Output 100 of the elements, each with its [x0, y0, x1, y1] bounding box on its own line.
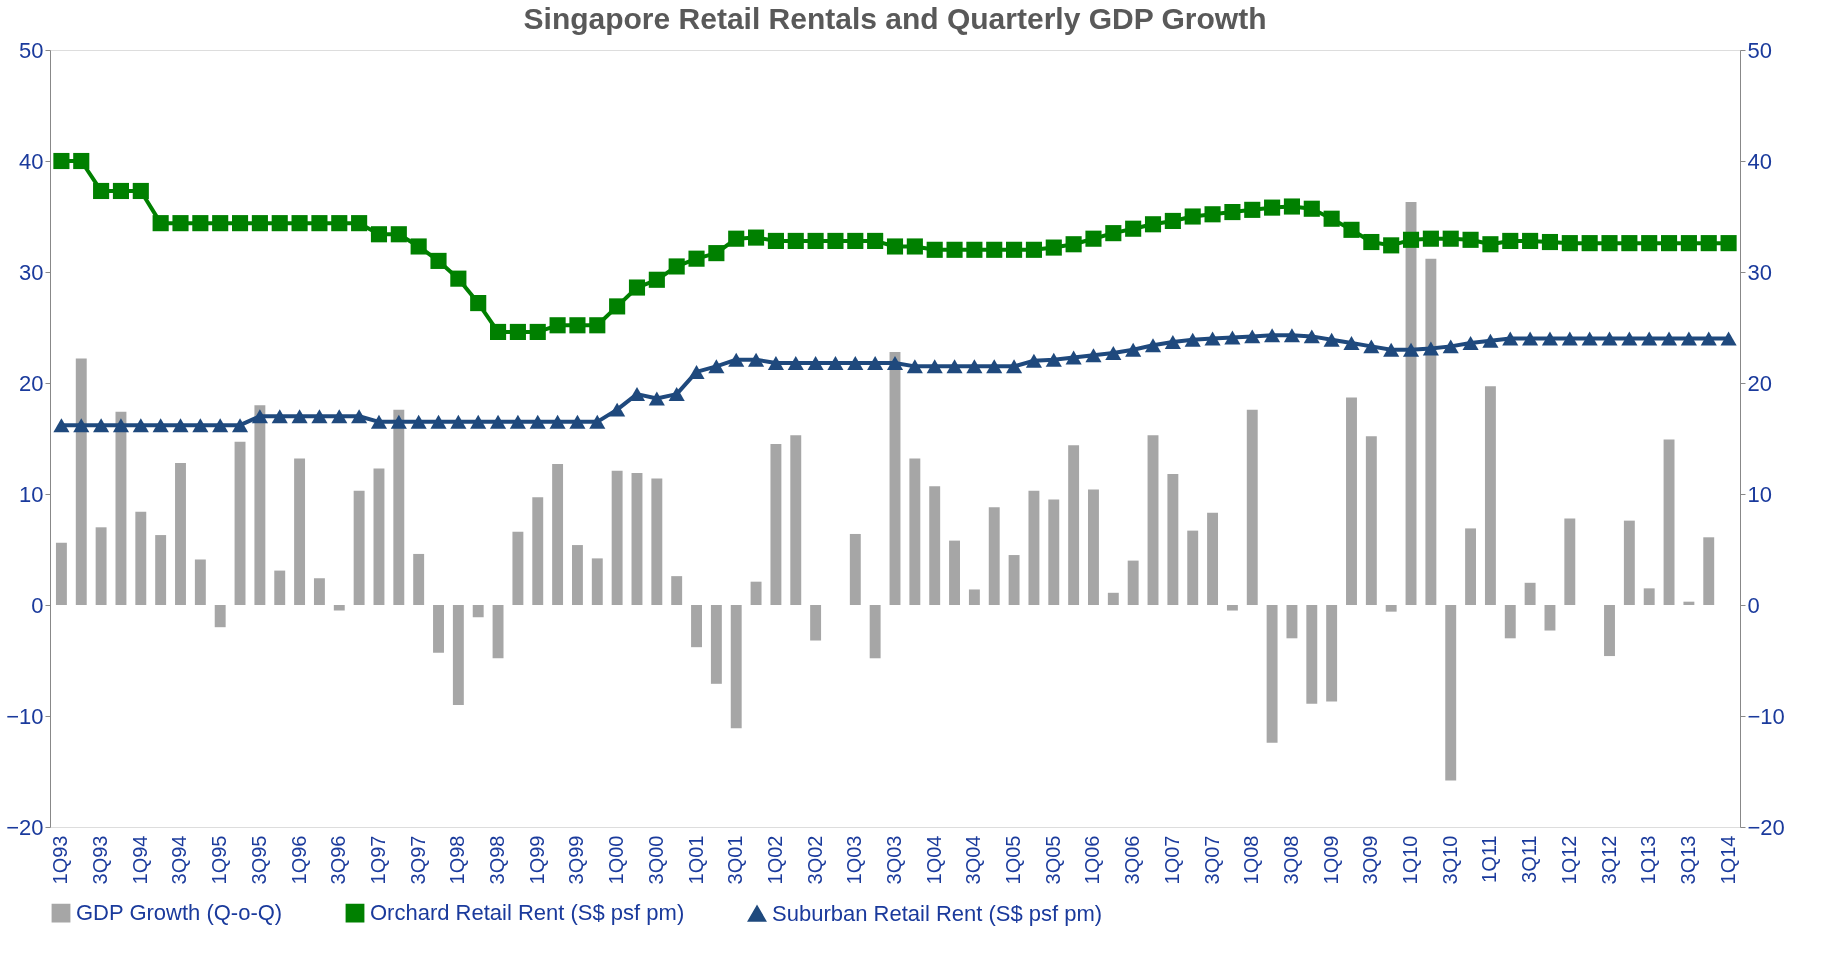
x-tick-label: 1Q94 [128, 835, 151, 885]
bar [1703, 537, 1715, 605]
bar [1524, 582, 1536, 605]
bar [373, 468, 385, 605]
x-tick-label: 3Q05 [1041, 835, 1064, 885]
x-tick-label: 3Q01 [724, 835, 747, 885]
y-tick-label: 40 [19, 148, 44, 174]
x-tick-label: 3Q95 [247, 835, 270, 885]
bar [433, 605, 444, 653]
bar [591, 558, 603, 605]
x-tick-label: 1Q08 [1240, 835, 1263, 885]
bar [552, 464, 564, 605]
y2-tick-label: 40 [1747, 148, 1772, 174]
y2-tick-label: 10 [1747, 481, 1772, 507]
bar [532, 497, 544, 605]
bar [413, 553, 425, 605]
x-tick-label: 1Q06 [1081, 835, 1104, 885]
y-tick-label: −20 [6, 814, 44, 840]
x-tick-label: 3Q12 [1597, 835, 1620, 885]
bar [155, 535, 167, 605]
bar [353, 490, 365, 605]
bar [1107, 592, 1119, 605]
legend-label: Orchard Retail Rent (S$ psf pm) [370, 900, 685, 926]
x-tick-label: 3Q99 [565, 835, 588, 885]
bar [1365, 436, 1377, 605]
bar [869, 605, 881, 659]
y-tick-label: 20 [19, 370, 44, 396]
x-tick-label: 3Q96 [327, 835, 350, 885]
y-tick-label: 10 [19, 481, 44, 507]
x-tick-label: 1Q98 [446, 835, 469, 885]
bar [810, 605, 822, 641]
y2-tick-label: −20 [1747, 814, 1785, 840]
bar [512, 531, 524, 605]
bar [929, 486, 941, 605]
x-tick-label: 1Q96 [287, 835, 310, 885]
bar [849, 533, 861, 605]
bar [1385, 605, 1397, 612]
bar [1445, 605, 1457, 781]
bar [1643, 588, 1655, 605]
bar [571, 545, 583, 605]
bar [234, 441, 246, 605]
bar [274, 570, 286, 605]
bar [770, 444, 782, 605]
bar [1663, 439, 1675, 605]
bar [492, 605, 504, 659]
x-tick-label: 3Q13 [1676, 835, 1699, 885]
x-tick-label: 1Q97 [366, 835, 389, 885]
x-tick-label: 3Q10 [1438, 835, 1461, 885]
bar [1167, 474, 1179, 605]
bar [1504, 605, 1516, 639]
x-tick-label: 3Q09 [1359, 835, 1382, 885]
x-tick-label: 3Q02 [803, 835, 826, 885]
bar [909, 458, 921, 605]
bar [194, 559, 206, 605]
x-tick-label: 3Q97 [406, 835, 429, 885]
bar [1028, 490, 1040, 605]
bar [55, 542, 67, 605]
bar [1147, 435, 1159, 605]
bar [651, 478, 663, 605]
bar [730, 605, 742, 729]
bar [1127, 560, 1139, 605]
x-tick-label: 3Q94 [168, 835, 191, 885]
bar [750, 581, 762, 605]
x-tick-label: 1Q05 [1002, 835, 1025, 885]
x-tick-label: 1Q01 [684, 835, 707, 885]
x-tick-label: 1Q00 [605, 835, 628, 885]
bar [1544, 605, 1556, 631]
x-tick-label: 1Q03 [843, 835, 866, 885]
bar [294, 458, 306, 605]
x-tick-label: 3Q11 [1518, 835, 1541, 883]
x-tick-label: 3Q08 [1279, 835, 1302, 885]
bar [472, 605, 484, 618]
x-tick-label: 1Q11 [1478, 835, 1501, 883]
x-tick-label: 1Q93 [49, 835, 72, 885]
bar [95, 527, 107, 605]
y2-tick-label: 0 [1747, 592, 1760, 618]
x-tick-label: 1Q13 [1637, 835, 1660, 885]
bar [1564, 518, 1576, 605]
bar [135, 511, 147, 605]
bar [1465, 528, 1477, 605]
x-tick-label: 3Q03 [883, 835, 905, 885]
bar [1088, 489, 1099, 605]
x-tick-label: 3Q93 [89, 835, 112, 885]
bar [115, 411, 127, 605]
bar [968, 589, 980, 605]
x-tick-label: 1Q09 [1319, 835, 1342, 885]
x-tick-label: 1Q10 [1399, 835, 1422, 885]
bar [1346, 397, 1357, 605]
y-tick-label: −10 [6, 703, 44, 729]
bar [1623, 520, 1635, 605]
bar [1008, 555, 1020, 605]
bar [691, 605, 702, 648]
y2-tick-label: 20 [1747, 370, 1772, 396]
y2-tick-label: −10 [1747, 703, 1785, 729]
bar [671, 576, 683, 605]
bar [313, 578, 325, 605]
bar [1306, 605, 1318, 704]
bar [1068, 445, 1080, 605]
legend-label: Suburban Retail Rent (S$ psf pm) [772, 900, 1103, 926]
x-tick-label: 1Q14 [1716, 835, 1739, 885]
